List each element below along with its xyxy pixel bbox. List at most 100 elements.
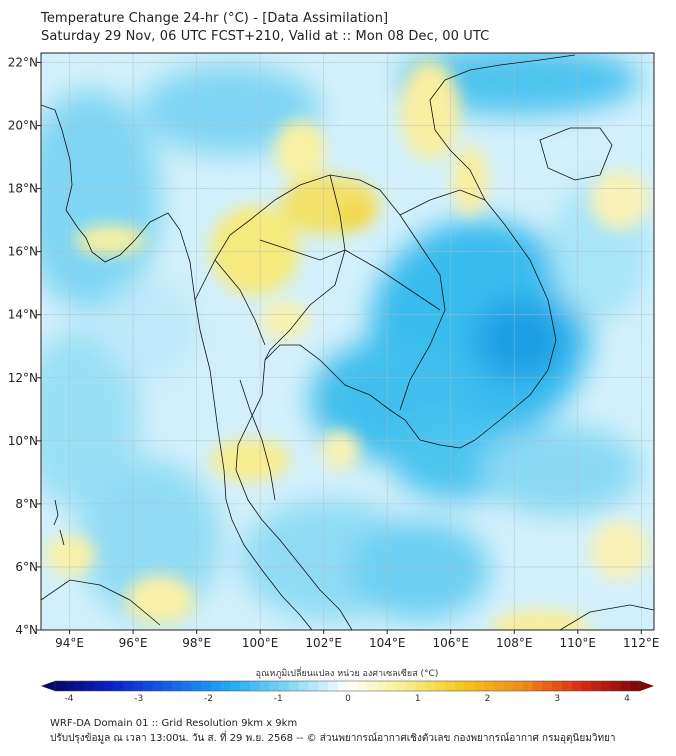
colorbar-segment bbox=[103, 681, 115, 691]
footer-model-info: WRF-DA Domain 01 :: Grid Resolution 9km … bbox=[50, 718, 298, 729]
colorbar-segment bbox=[269, 681, 280, 691]
colorbar-tick-label: 0 bbox=[345, 694, 351, 704]
colorbar-segment bbox=[191, 681, 202, 691]
lat-label: 10°N bbox=[8, 434, 38, 448]
lat-label: 4°N bbox=[15, 623, 38, 637]
longitude-ticks bbox=[69, 630, 642, 634]
lat-label: 14°N bbox=[8, 308, 38, 322]
colorbar-tick-label: 3 bbox=[554, 694, 560, 704]
colorbar-segment bbox=[250, 681, 261, 691]
colorbar bbox=[41, 680, 654, 692]
colorbar-segment bbox=[571, 681, 583, 691]
colorbar-segment bbox=[464, 681, 475, 691]
colorbar-segment bbox=[337, 681, 349, 691]
colorbar-segment bbox=[289, 681, 300, 691]
colorbar-segment bbox=[259, 681, 271, 691]
latitude-ticks bbox=[37, 61, 41, 631]
colorbar-segment bbox=[562, 681, 573, 691]
colorbar-tick-label: -2 bbox=[204, 694, 213, 704]
colorbar-segment bbox=[142, 681, 154, 691]
colorbar-min-arrow-icon bbox=[41, 681, 55, 691]
map-title: Temperature Change 24-hr (°C) - [Data As… bbox=[41, 11, 389, 26]
lat-label: 20°N bbox=[8, 119, 38, 133]
colorbar-segment bbox=[523, 681, 534, 691]
colorbar-segment bbox=[133, 681, 144, 691]
colorbar-segment bbox=[445, 681, 456, 691]
lat-label: 22°N bbox=[8, 55, 38, 69]
colorbar-segment bbox=[513, 681, 524, 691]
colorbar-ticks: -4 -3 -2 -1 0 1 2 3 4 bbox=[65, 694, 631, 704]
colorbar-segment bbox=[532, 681, 544, 691]
colorbar-segment bbox=[552, 681, 563, 691]
colorbar-segment bbox=[591, 681, 602, 691]
lon-label: 112°E bbox=[623, 636, 660, 650]
map-frame bbox=[40, 52, 655, 631]
colorbar-segment bbox=[94, 681, 105, 691]
colorbar-segment bbox=[211, 681, 222, 691]
colorbar-segment bbox=[601, 681, 612, 691]
colorbar-segment bbox=[415, 681, 427, 691]
lat-label: 18°N bbox=[8, 182, 38, 196]
colorbar-segment bbox=[328, 681, 339, 691]
colorbar-segment bbox=[347, 681, 358, 691]
longitude-labels: 94°E 96°E 98°E 100°E 102°E 104°E 106°E 108°E 110… bbox=[55, 636, 659, 650]
colorbar-segment bbox=[484, 681, 495, 691]
colorbar-segment bbox=[279, 681, 290, 691]
lon-label: 102°E bbox=[305, 636, 342, 650]
lon-label: 108°E bbox=[496, 636, 533, 650]
colorbar-segment bbox=[123, 681, 134, 691]
colorbar-segment bbox=[162, 681, 173, 691]
colorbar-segment bbox=[201, 681, 212, 691]
colorbar-segment bbox=[113, 681, 124, 691]
colorbar-segment bbox=[74, 681, 85, 691]
colorbar-segment bbox=[542, 681, 553, 691]
colorbar-segment bbox=[230, 681, 241, 691]
colorbar-segment bbox=[64, 681, 76, 691]
colorbar-tick-label: 2 bbox=[485, 694, 491, 704]
colorbar-segment bbox=[55, 681, 66, 691]
colorbar-segment bbox=[425, 681, 436, 691]
latitude-labels: 22°N 20°N 18°N 16°N 14°N 12°N 10°N 8°N 6°N 4°N bbox=[8, 55, 38, 637]
lat-label: 12°N bbox=[8, 371, 38, 385]
colorbar-tick-label: -4 bbox=[65, 694, 74, 704]
colorbar-segment bbox=[620, 681, 631, 691]
lon-label: 94°E bbox=[55, 636, 84, 650]
colorbar-segment bbox=[493, 681, 505, 691]
lat-label: 16°N bbox=[8, 245, 38, 259]
colorbar-segment bbox=[581, 681, 592, 691]
colorbar-segment bbox=[454, 681, 466, 691]
colorbar-tick-label: 4 bbox=[624, 694, 630, 704]
colorbar-tick-label: -1 bbox=[274, 694, 283, 704]
colorbar-tick-label: -3 bbox=[134, 694, 143, 704]
map-gridlines bbox=[41, 53, 654, 630]
colorbar-segment bbox=[181, 681, 193, 691]
lat-label: 6°N bbox=[15, 560, 38, 574]
colorbar-segment bbox=[318, 681, 329, 691]
colorbar-segment bbox=[298, 681, 310, 691]
lon-label: 104°E bbox=[369, 636, 406, 650]
map-subtitle: Saturday 29 Nov, 06 UTC FCST+210, Valid … bbox=[41, 29, 490, 44]
colorbar-segment bbox=[406, 681, 417, 691]
footer-credit: ปรับปรุงข้อมูล ณ เวลา 13:00น. วัน ส. ที่… bbox=[50, 733, 616, 744]
lon-label: 96°E bbox=[119, 636, 148, 650]
colorbar-segment bbox=[308, 681, 319, 691]
colorbar-outline bbox=[54, 680, 641, 692]
colorbar-segment bbox=[84, 681, 95, 691]
colorbar-title: อุณหภูมิเปลี่ยนแปลง หน่วย องศาเซลเซียส (… bbox=[256, 666, 439, 679]
colorbar-segment bbox=[152, 681, 163, 691]
lon-label: 106°E bbox=[432, 636, 469, 650]
lat-label: 8°N bbox=[15, 497, 38, 511]
coastlines bbox=[41, 54, 654, 630]
colorbar-segment bbox=[367, 681, 378, 691]
colorbar-segment bbox=[503, 681, 514, 691]
colorbar-segment bbox=[172, 681, 183, 691]
colorbar-tick-label: 1 bbox=[415, 694, 421, 704]
temperature-field bbox=[41, 53, 654, 630]
colorbar-max-arrow-icon bbox=[640, 681, 654, 691]
lon-label: 110°E bbox=[560, 636, 597, 650]
colorbar-segment bbox=[220, 681, 232, 691]
lon-label: 98°E bbox=[182, 636, 211, 650]
colorbar-segment bbox=[357, 681, 368, 691]
colorbar-segment bbox=[240, 681, 251, 691]
